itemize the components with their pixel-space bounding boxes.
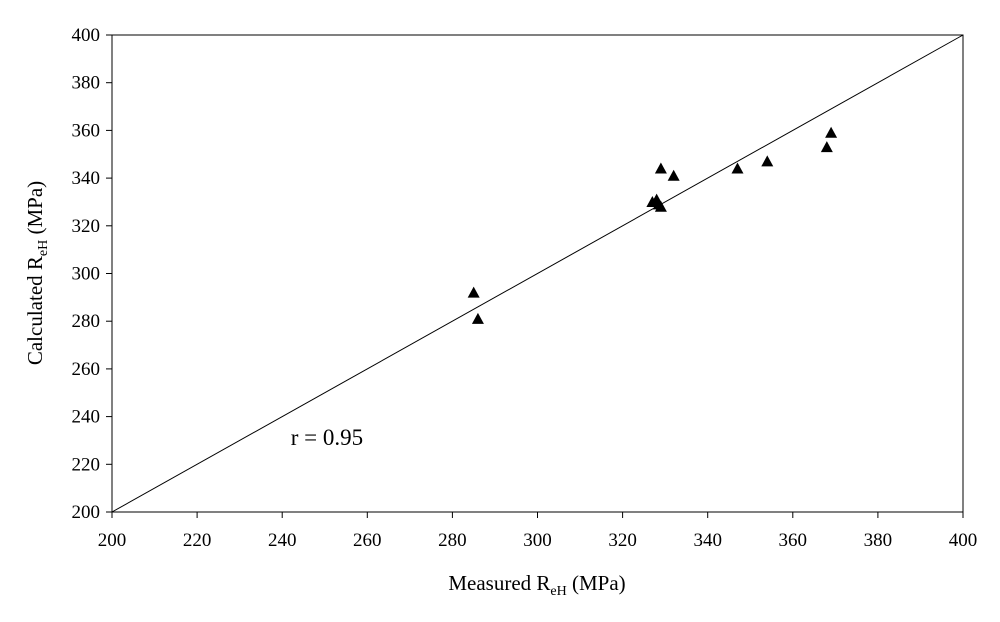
- data-point-triangle: [820, 141, 833, 153]
- x-axis-title: Measured ReH (MPa): [448, 571, 625, 599]
- x-tick-label: 340: [693, 530, 722, 551]
- x-tick-label: 260: [353, 530, 382, 551]
- data-point-triangle: [825, 126, 838, 138]
- reference-line: [111, 34, 964, 513]
- y-axis-title: Calculated ReH (MPa): [23, 181, 51, 365]
- x-tick-label: 400: [949, 530, 978, 551]
- y-tick-label: 400: [72, 25, 101, 46]
- x-tick-label: 380: [864, 530, 893, 551]
- x-tick-label: 240: [268, 530, 297, 551]
- x-tick-label: 300: [523, 530, 552, 551]
- y-tick-label: 300: [72, 264, 101, 285]
- y-axis-ticks: 200 220 240 260 280 300 320 340 360 380 400: [72, 25, 112, 523]
- y-tick-label: 260: [72, 359, 101, 380]
- y-tick-label: 240: [72, 407, 101, 428]
- x-tick-label: 200: [98, 530, 127, 551]
- x-tick-label: 220: [183, 530, 212, 551]
- data-point-triangle: [761, 155, 774, 167]
- x-tick-label: 360: [779, 530, 808, 551]
- data-point-triangle: [731, 162, 744, 174]
- x-tick-label: 280: [438, 530, 467, 551]
- y-tick-label: 280: [72, 311, 101, 332]
- y-tick-label: 340: [72, 168, 101, 189]
- data-points: [467, 126, 838, 324]
- data-point-triangle: [654, 162, 667, 174]
- data-point-triangle: [471, 312, 484, 324]
- data-point-triangle: [667, 169, 680, 181]
- y-tick-label: 220: [72, 454, 101, 475]
- data-point-triangle: [654, 200, 667, 212]
- y-tick-label: 360: [72, 120, 101, 141]
- y-tick-label: 200: [72, 502, 101, 523]
- correlation-annotation: r = 0.95: [291, 425, 363, 450]
- x-axis-ticks: 200 220 240 260 280 300 320 340 360 380 400: [98, 512, 978, 551]
- y-tick-label: 380: [72, 73, 101, 94]
- y-tick-label: 320: [72, 216, 101, 237]
- data-point-triangle: [467, 286, 480, 298]
- x-tick-label: 320: [608, 530, 637, 551]
